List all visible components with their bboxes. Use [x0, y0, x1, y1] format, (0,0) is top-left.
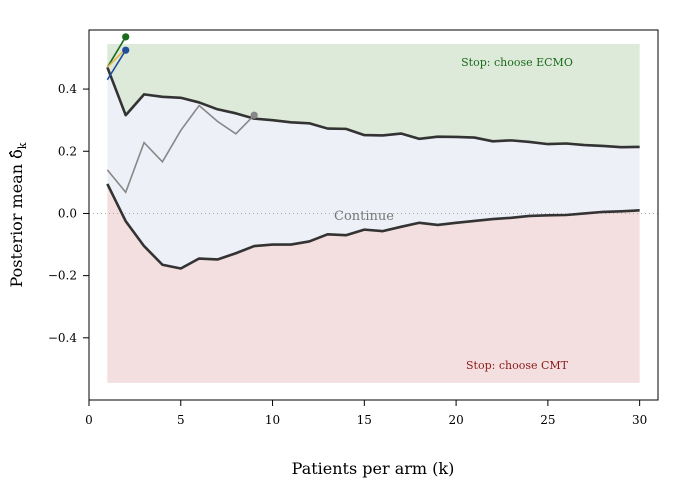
trajectory-line-4 [106, 104, 255, 194]
x-tick-label: 30 [632, 413, 647, 427]
x-tick-label: 25 [540, 413, 555, 427]
region-label-continue: Continue [334, 209, 394, 224]
y-axis-title-subscript: k [16, 142, 29, 149]
x-tick-label: 15 [357, 413, 372, 427]
trajectory-endpoint-3 [122, 46, 130, 54]
x-axis-title: Patients per arm (k) [292, 459, 455, 478]
y-axis-title-main: Posterior mean δ̂ [7, 149, 26, 287]
regions-layer [107, 43, 640, 383]
region-continue [107, 67, 640, 269]
y-axis: −0.4 −0.2 0.0 0.2 0.4 [48, 82, 89, 345]
y-tick-label: 0.0 [58, 206, 77, 220]
y-tick-label: 0.2 [58, 144, 77, 158]
x-tick-label: 20 [448, 413, 463, 427]
trajectory-endpoint-1 [122, 33, 130, 41]
region-label-cmt: Stop: choose CMT [466, 359, 569, 372]
y-tick-label: 0.4 [58, 82, 77, 96]
region-stop-ecmo [107, 43, 640, 148]
y-tick-label: −0.4 [48, 331, 78, 345]
region-label-ecmo: Stop: choose ECMO [461, 56, 573, 69]
x-tick-label: 0 [85, 413, 93, 427]
lower-boundary-line [106, 183, 640, 270]
region-stop-cmt [107, 183, 640, 383]
x-axis: 0 5 10 15 20 25 30 [85, 399, 647, 427]
series-layer [106, 33, 258, 194]
y-axis-title: Posterior mean δ̂k [7, 142, 29, 287]
x-tick-label: 5 [177, 413, 185, 427]
trajectory-endpoint-4 [250, 111, 258, 119]
y-tick-label: −0.2 [48, 269, 77, 283]
upper-boundary-line [106, 66, 640, 149]
x-tick-label: 10 [265, 413, 280, 427]
trajectory-line-1 [106, 36, 127, 68]
trajectory-line-3 [106, 49, 127, 81]
boundaries-layer [106, 66, 640, 270]
